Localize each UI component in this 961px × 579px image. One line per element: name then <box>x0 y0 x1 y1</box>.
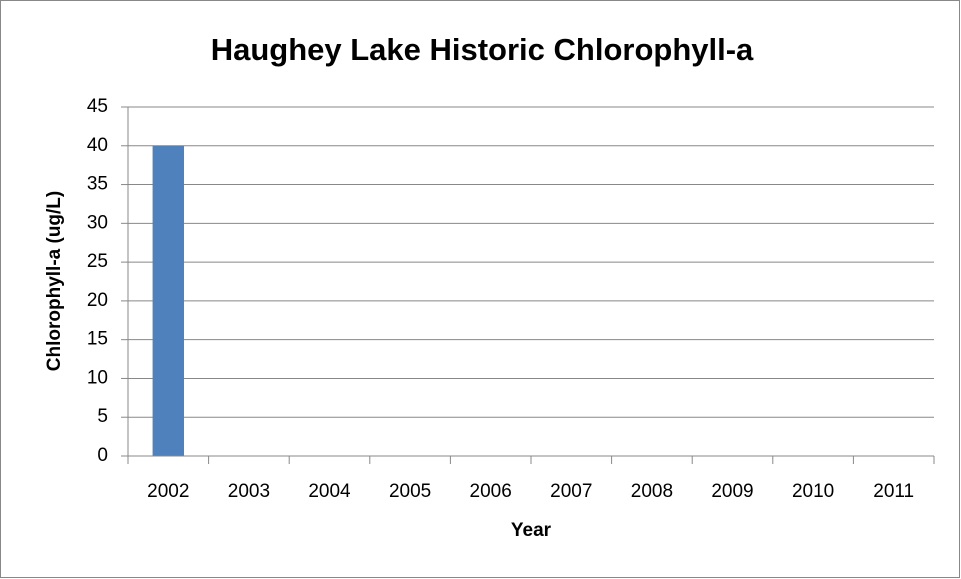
y-tick-label: 15 <box>87 329 108 350</box>
bar <box>152 145 185 456</box>
y-axis-label: Chlorophyll-a (ug/L) <box>44 191 65 371</box>
y-tick-label: 10 <box>87 367 108 388</box>
y-tick-label: 0 <box>97 445 108 466</box>
y-tick-label: 35 <box>87 174 108 195</box>
x-tick-label: 2005 <box>389 481 431 502</box>
y-tick-label: 25 <box>87 251 108 272</box>
y-tick-label: 20 <box>87 290 108 311</box>
x-tick-label: 2009 <box>711 481 753 502</box>
y-tick-label: 40 <box>87 135 108 156</box>
y-tick-label: 30 <box>87 212 108 233</box>
x-tick-label: 2006 <box>470 481 512 502</box>
y-tick-label: 5 <box>97 406 108 427</box>
x-tick-label: 2008 <box>631 481 673 502</box>
x-tick-label: 2010 <box>792 481 834 502</box>
x-tick-label: 2003 <box>228 481 270 502</box>
x-tick-label: 2002 <box>147 481 189 502</box>
x-tick-label: 2007 <box>550 481 592 502</box>
x-tick-label: 2004 <box>308 481 351 502</box>
x-tick-label: 2011 <box>873 481 914 502</box>
chart-title: Haughey Lake Historic Chlorophyll-a <box>211 32 754 67</box>
x-axis-label: Year <box>511 520 552 541</box>
y-tick-label: 45 <box>87 96 108 117</box>
